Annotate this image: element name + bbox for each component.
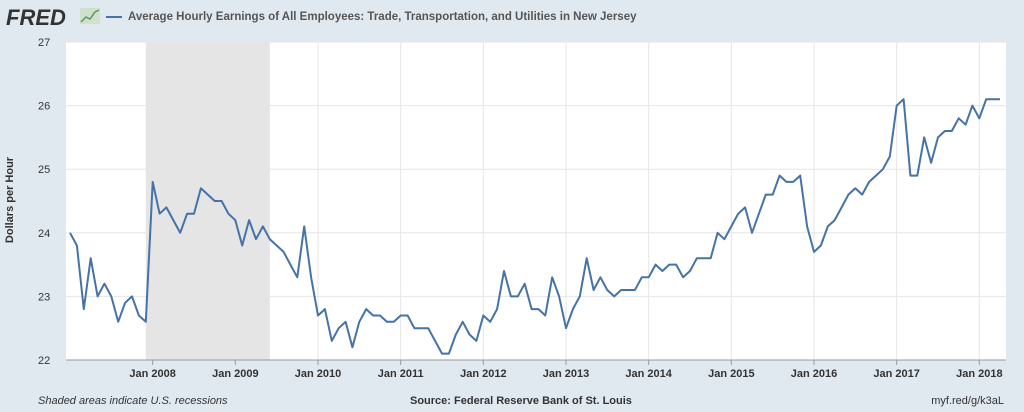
trend-line-icon <box>80 8 100 24</box>
chart-header: FRED Average Hourly Earnings of All Empl… <box>0 0 1024 34</box>
x-tick-label: Jan 2010 <box>295 368 341 380</box>
x-tick-label: Jan 2017 <box>873 368 919 380</box>
x-tick-label: Jan 2009 <box>212 368 258 380</box>
y-tick-label: 26 <box>38 101 50 113</box>
source-note: Source: Federal Reserve Bank of St. Loui… <box>410 395 632 407</box>
short-link[interactable]: myf.red/g/k3aL <box>931 395 1004 407</box>
chart-legend: Average Hourly Earnings of All Employees… <box>106 11 636 23</box>
x-tick-label: Jan 2016 <box>791 368 837 380</box>
x-tick-label: Jan 2008 <box>129 368 175 380</box>
legend-swatch <box>106 16 122 18</box>
x-tick-label: Jan 2011 <box>378 368 424 380</box>
x-tick-label: Jan 2015 <box>708 368 754 380</box>
fred-logo[interactable]: FRED <box>6 5 66 30</box>
series-line <box>69 98 1000 355</box>
x-tick-label: Jan 2018 <box>956 368 1002 380</box>
y-tick-label: 24 <box>38 228 50 240</box>
y-tick-label: 23 <box>38 291 50 303</box>
x-tick-label: Jan 2014 <box>625 368 672 380</box>
legend-series-label: Average Hourly Earnings of All Employees… <box>128 11 637 23</box>
y-tick-label: 22 <box>38 355 50 367</box>
chart-plot: 22 23 24 25 26 27 Jan 2008 Jan 2009 Jan 2010 Jan … <box>38 37 1006 380</box>
x-tick-label: Jan 2012 <box>460 368 506 380</box>
y-tick-label: 27 <box>38 37 50 49</box>
recession-band <box>145 42 270 360</box>
recession-note: Shaded areas indicate U.S. recessions <box>38 395 228 407</box>
x-tick-label: Jan 2013 <box>543 368 589 380</box>
y-tick-label: 25 <box>38 164 50 176</box>
